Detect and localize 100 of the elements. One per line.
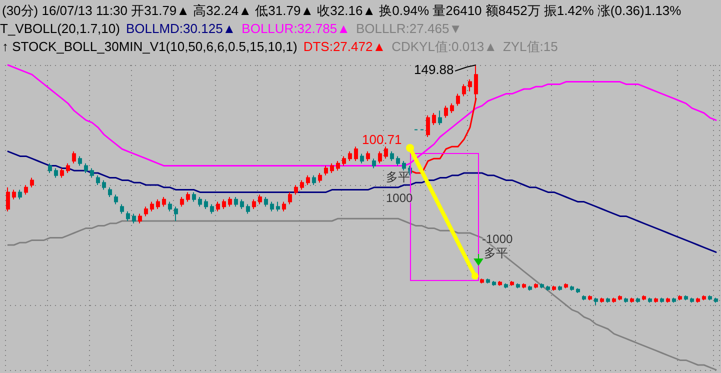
candlestick	[372, 158, 376, 169]
candlestick	[354, 146, 358, 162]
candlestick	[510, 280, 514, 286]
candlestick	[342, 156, 346, 166]
candlestick	[690, 297, 694, 304]
candlestick	[180, 196, 184, 208]
candlestick	[696, 297, 700, 304]
chart-title: (30分) 16/07/13 11:30 开31.79▲ 高32.24▲ 低31.79▲ 收32.16▲ 换0.94% 量26410 额8452万 振1.42% 涨(0.36)1.13%	[2, 3, 682, 19]
candlestick	[114, 194, 118, 205]
candlestick	[294, 184, 298, 196]
candlestick	[210, 204, 214, 214]
candlestick	[684, 294, 688, 301]
candlestick	[558, 285, 562, 292]
text: CDKYL值:0.013▲	[392, 39, 497, 55]
candlestick	[456, 93, 460, 106]
candlestick	[228, 196, 232, 208]
candlestick	[492, 280, 496, 286]
candlestick	[252, 198, 256, 210]
candlestick	[642, 294, 646, 301]
candlestick	[612, 297, 616, 304]
candlestick	[480, 278, 484, 284]
candlestick	[624, 297, 628, 304]
candlestick	[300, 180, 304, 190]
candlestick	[72, 150, 76, 164]
candlestick	[516, 282, 520, 289]
candlestick	[384, 146, 388, 160]
candlestick	[618, 294, 622, 301]
candlestick	[234, 196, 238, 208]
candlestick	[486, 278, 490, 284]
candlestick	[270, 201, 274, 212]
candlestick	[636, 297, 640, 304]
candlestick	[276, 201, 280, 212]
candlestick	[24, 184, 28, 196]
candlestick	[144, 206, 148, 217]
candlestick	[78, 156, 82, 166]
candlestick	[198, 196, 202, 208]
candlestick	[360, 153, 364, 164]
candlestick	[582, 294, 586, 301]
candlestick	[534, 282, 538, 289]
candlestick	[672, 297, 676, 304]
candlestick	[336, 160, 340, 172]
candlestick	[30, 177, 34, 188]
candlestick	[162, 196, 166, 208]
candlestick	[330, 162, 334, 174]
candlestick	[552, 285, 556, 292]
candlestick	[666, 297, 670, 304]
annotation: 多平	[484, 246, 508, 260]
text: DTS:27.472▲	[303, 39, 386, 55]
candlestick	[564, 282, 568, 289]
candlestick	[462, 84, 466, 97]
candlestick	[174, 206, 178, 222]
candlestick	[630, 297, 634, 304]
candlestick	[54, 168, 58, 178]
candlestick	[18, 189, 22, 200]
candlestick	[396, 156, 400, 166]
candlestick	[186, 192, 190, 202]
candlestick	[570, 285, 574, 292]
annotation: 149.88	[414, 62, 454, 77]
candlestick	[540, 282, 544, 289]
candlestick	[426, 114, 430, 138]
candlestick	[390, 150, 394, 162]
candlestick	[120, 204, 124, 214]
candlestick	[138, 213, 142, 224]
candlestick	[522, 282, 526, 289]
candlestick	[498, 280, 502, 286]
candlestick	[240, 198, 244, 210]
candlestick	[132, 213, 136, 224]
candlestick	[66, 162, 70, 174]
candlestick	[318, 172, 322, 184]
candlestick	[12, 189, 16, 200]
candlestick	[150, 201, 154, 212]
text: BOLLLR:27.465▼	[356, 21, 462, 37]
candlestick	[468, 78, 472, 92]
candlestick	[594, 297, 598, 306]
candlestick	[258, 194, 262, 205]
candlestick	[714, 297, 718, 304]
candlestick	[6, 186, 10, 212]
candlestick	[84, 162, 88, 174]
candlestick	[168, 201, 172, 212]
candlestick	[216, 201, 220, 212]
candlestick	[444, 105, 448, 118]
candlestick	[648, 297, 652, 304]
candlestick	[282, 201, 286, 212]
candlestick	[366, 150, 370, 162]
candlestick	[156, 198, 160, 210]
candlestick	[660, 297, 664, 304]
annotation: 100.71	[362, 132, 402, 147]
candlestick	[108, 186, 112, 198]
candlestick	[126, 210, 130, 222]
candlestick	[438, 110, 442, 126]
candlestick	[678, 294, 682, 301]
candlestick	[48, 162, 52, 174]
candlestick	[246, 204, 250, 214]
candlestick	[102, 180, 106, 190]
chart-subtitle: T_VBOLL(20,1.7,10)	[0, 21, 120, 37]
text: BOLLMD:30.125▲	[126, 21, 236, 37]
candlestick	[708, 294, 712, 301]
candlestick	[450, 102, 454, 114]
candlestick	[528, 285, 532, 292]
candlestick	[264, 196, 268, 208]
